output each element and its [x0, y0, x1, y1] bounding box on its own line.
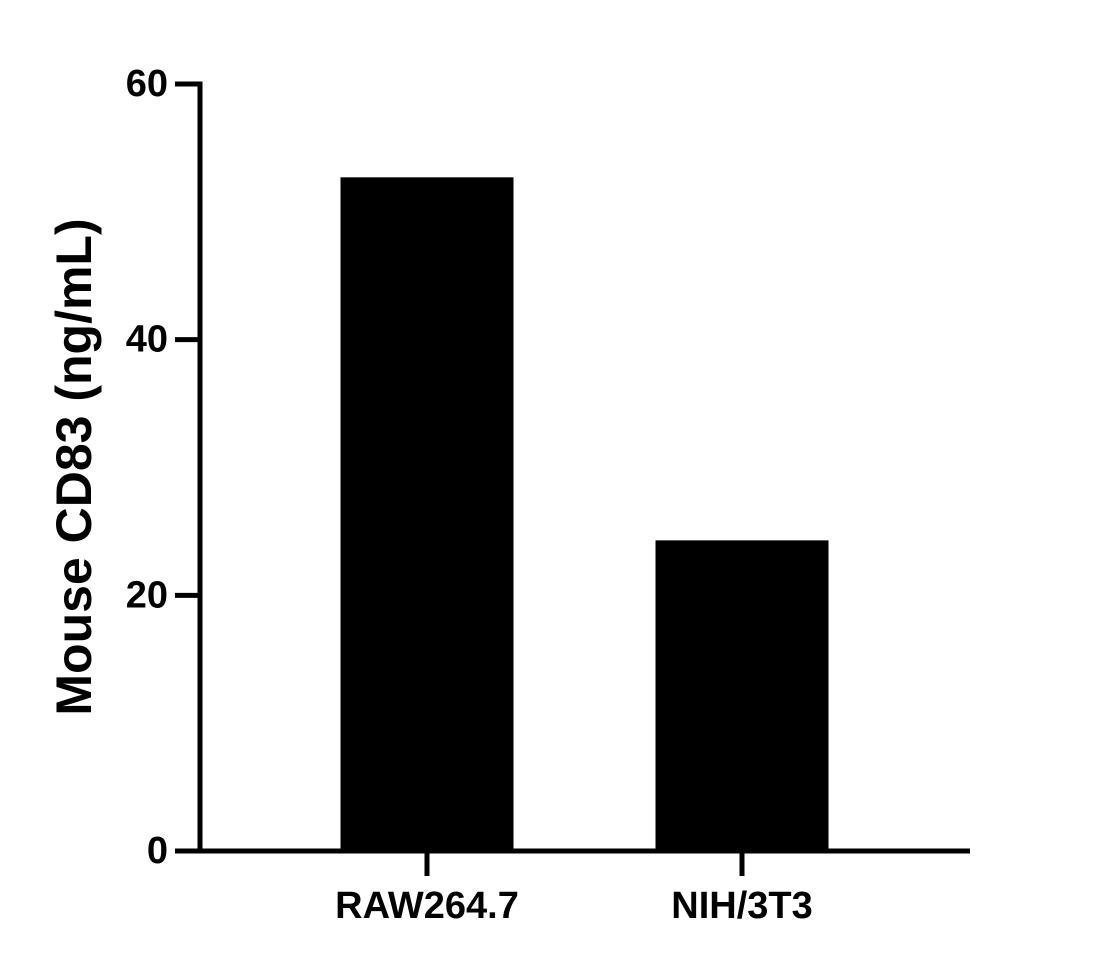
y-axis-label: Mouse CD83 (ng/mL)	[46, 218, 102, 715]
x-tick-label: NIH/3T3	[671, 885, 812, 927]
y-tick-label: 20	[126, 574, 168, 616]
y-tick-label: 60	[126, 63, 168, 105]
y-tick-label: 40	[126, 319, 168, 361]
x-tick-label: RAW264.7	[335, 885, 519, 927]
y-tick-label: 0	[147, 830, 168, 872]
bar	[655, 540, 829, 851]
bar	[340, 177, 514, 851]
